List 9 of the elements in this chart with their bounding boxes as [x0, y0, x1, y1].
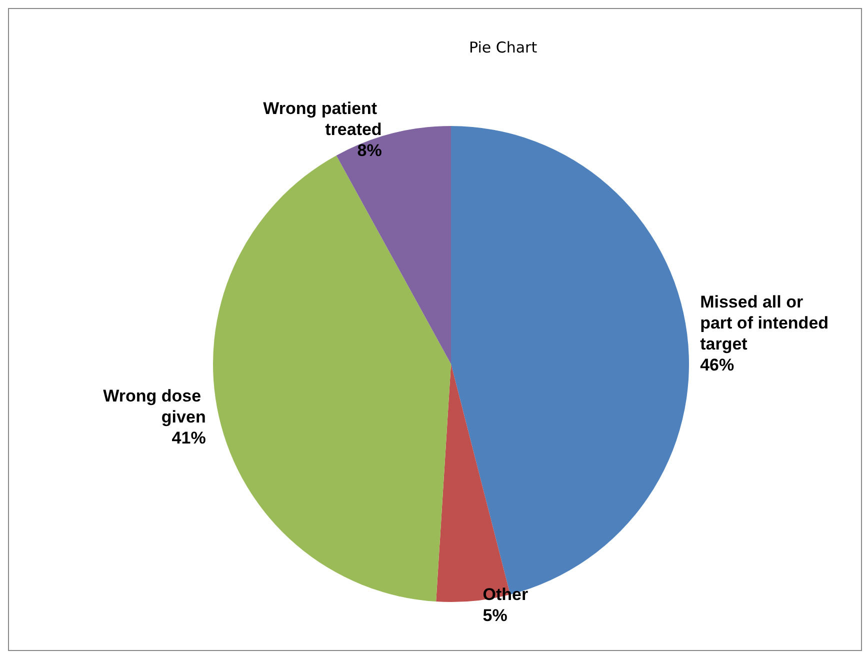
data-label: 8%	[357, 141, 382, 160]
slice-label: Wrong dose given	[103, 386, 206, 426]
slice-label: Missed all or part of intended target	[700, 292, 834, 354]
chart-title: Pie Chart	[469, 38, 538, 56]
data-label: 5%	[482, 606, 508, 625]
slice-label: Other	[482, 584, 528, 604]
data-label: 41%	[172, 428, 206, 448]
data-label: 46%	[700, 356, 734, 375]
slice-label: Wrong patient treated	[263, 99, 382, 140]
